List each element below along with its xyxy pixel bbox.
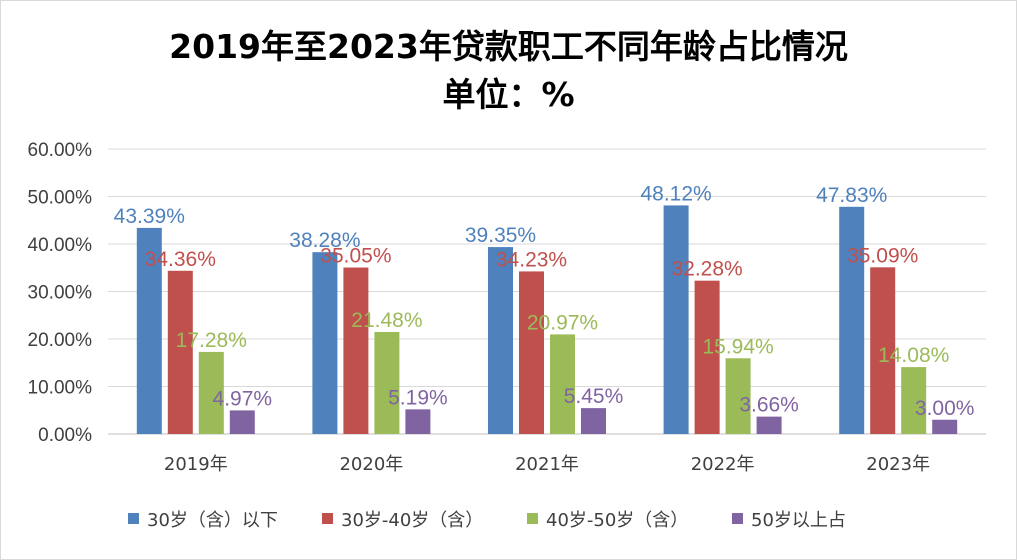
data-label: 4.97% [213, 387, 273, 410]
bar [725, 358, 751, 434]
data-label: 21.48% [351, 309, 422, 332]
data-label: 48.12% [640, 182, 711, 205]
data-label: 5.19% [388, 386, 448, 409]
data-label: 17.28% [176, 329, 247, 352]
data-label: 43.39% [114, 205, 185, 228]
legend-label: 30岁（含）以下 [147, 510, 278, 531]
legend-swatch [527, 513, 538, 524]
legend-label: 40岁-50岁（含） [546, 510, 688, 531]
x-tick-label: 2023年 [866, 454, 930, 475]
bar [136, 227, 162, 434]
data-label: 3.66% [739, 394, 799, 417]
x-tick-label: 2019年 [164, 454, 228, 475]
data-label: 5.45% [564, 385, 624, 408]
y-tick-label: 20.00% [28, 330, 93, 351]
data-label: 20.97% [527, 311, 598, 334]
data-label: 47.83% [816, 184, 887, 207]
y-tick-label: 60.00% [28, 140, 93, 161]
data-label: 39.35% [465, 224, 536, 247]
bar [343, 267, 369, 434]
bar [932, 419, 958, 434]
x-tick-label: 2021年 [515, 454, 579, 475]
x-tick-label: 2022年 [691, 454, 755, 475]
bar [581, 408, 606, 434]
data-label: 32.28% [671, 258, 742, 281]
bar [405, 409, 431, 434]
legend-swatch [732, 513, 743, 524]
bar [198, 351, 224, 434]
data-label: 35.09% [847, 244, 918, 267]
legend-label: 50岁以上占 [751, 510, 846, 531]
legend-label: 30岁-40岁（含） [341, 510, 483, 531]
data-label: 38.28% [289, 229, 360, 252]
data-label: 14.08% [878, 344, 949, 367]
bar [756, 416, 782, 434]
x-tick-label: 2020年 [339, 454, 403, 475]
y-tick-label: 0.00% [38, 425, 92, 446]
y-tick-label: 40.00% [28, 235, 93, 256]
bar [519, 271, 544, 434]
bar [374, 331, 400, 434]
bar [167, 270, 193, 434]
y-tick-label: 10.00% [28, 378, 93, 399]
bar [901, 367, 927, 434]
data-label: 35.05% [320, 245, 391, 268]
bar [229, 410, 255, 434]
data-label: 3.00% [915, 397, 975, 420]
data-label: 15.94% [702, 335, 773, 358]
bar [488, 247, 513, 434]
y-tick-label: 30.00% [28, 283, 93, 304]
bar [694, 280, 720, 434]
chart-title: 2019年至2023年贷款职工不同年龄占比情况 [169, 27, 848, 66]
bar [550, 334, 575, 434]
legend-swatch [128, 513, 139, 524]
bar [663, 205, 689, 434]
legend-swatch [322, 513, 333, 524]
y-tick-label: 50.00% [28, 188, 93, 209]
bar [839, 206, 865, 434]
data-label: 34.23% [496, 248, 567, 271]
bar [870, 267, 896, 434]
bar [312, 252, 338, 434]
chart-subtitle: 单位：% [442, 75, 575, 114]
data-label: 34.36% [145, 248, 216, 271]
